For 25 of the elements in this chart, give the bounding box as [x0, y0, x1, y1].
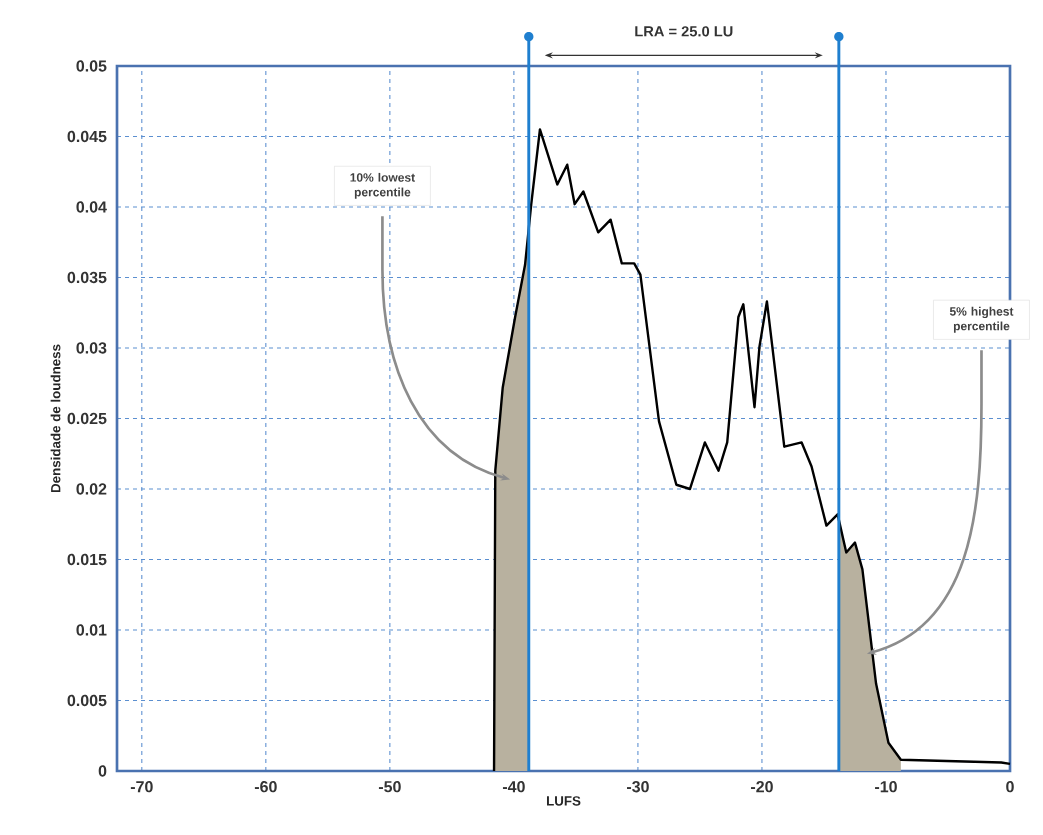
y-axis-title: Densidade de loudness: [50, 344, 61, 493]
line-series: [492, 128, 1012, 773]
x-tick-label: -10: [875, 781, 897, 793]
y-tick-label: 0.025: [67, 412, 107, 425]
text: LRA = 25.0 LU: [635, 26, 733, 37]
x-tick-label: 0: [1006, 781, 1014, 793]
x-tick-label: -40: [502, 781, 525, 793]
y-tick-label: 0: [98, 765, 107, 777]
y-tick-label: 0.01: [76, 624, 107, 636]
x-tick-label: -70: [130, 781, 153, 793]
y-tick-label: 0.005: [67, 694, 107, 707]
y-tick-label: 0.04: [76, 201, 107, 213]
y-tick-label: 0.035: [67, 271, 107, 284]
y-tick-label: 0.015: [67, 553, 107, 566]
annotation: 5% highest percentile: [949, 306, 1014, 333]
y-tick-label: 0.02: [76, 483, 107, 495]
x-tick-label: -30: [626, 781, 649, 793]
x-tick-label: -50: [378, 781, 401, 793]
y-tick-label: 0.05: [76, 60, 107, 72]
x-tick-label: -60: [254, 781, 277, 793]
y-tick-label: 0.03: [76, 342, 107, 354]
y-tick-label: 0.045: [67, 130, 107, 143]
x-axis-title: LUFS: [547, 796, 581, 806]
x-tick-label: -20: [751, 781, 773, 793]
annotation: 10% lowest percentile: [350, 172, 415, 199]
